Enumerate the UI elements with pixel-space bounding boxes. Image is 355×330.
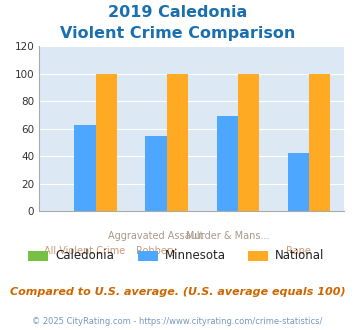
- Bar: [146, 136, 167, 211]
- Bar: [95, 74, 117, 211]
- Bar: [74, 124, 95, 211]
- Text: Murder & Mans...: Murder & Mans...: [186, 231, 269, 241]
- Text: Violent Crime Comparison: Violent Crime Comparison: [60, 26, 295, 41]
- Text: 2019 Caledonia: 2019 Caledonia: [108, 5, 247, 20]
- Text: Rape: Rape: [286, 246, 311, 256]
- Text: Aggravated Assault: Aggravated Assault: [108, 231, 204, 241]
- Text: Minnesota: Minnesota: [165, 249, 226, 262]
- Bar: [238, 74, 259, 211]
- Bar: [288, 153, 309, 211]
- Text: Robbery: Robbery: [136, 246, 176, 256]
- Bar: [217, 116, 238, 211]
- Text: Caledonia: Caledonia: [55, 249, 114, 262]
- Text: Compared to U.S. average. (U.S. average equals 100): Compared to U.S. average. (U.S. average …: [10, 287, 345, 297]
- Bar: [309, 74, 331, 211]
- Text: National: National: [275, 249, 324, 262]
- Text: All Violent Crime: All Violent Crime: [44, 246, 126, 256]
- Text: © 2025 CityRating.com - https://www.cityrating.com/crime-statistics/: © 2025 CityRating.com - https://www.city…: [32, 317, 323, 326]
- Bar: [167, 74, 188, 211]
